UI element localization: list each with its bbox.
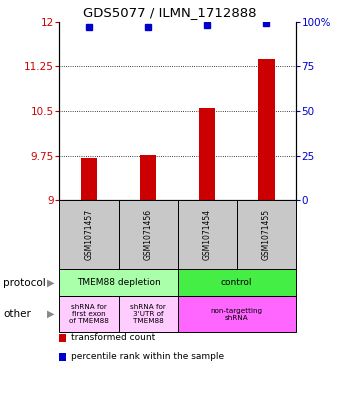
Text: shRNA for
3'UTR of
TMEM88: shRNA for 3'UTR of TMEM88 — [130, 304, 166, 324]
Text: other: other — [3, 309, 31, 319]
Text: GDS5077 / ILMN_1712888: GDS5077 / ILMN_1712888 — [83, 6, 257, 20]
Text: percentile rank within the sample: percentile rank within the sample — [71, 353, 224, 361]
Bar — [199, 108, 216, 200]
Text: ▶: ▶ — [47, 277, 55, 288]
Text: TMEM88 depletion: TMEM88 depletion — [77, 278, 160, 287]
Bar — [258, 59, 274, 200]
Text: GSM1071455: GSM1071455 — [262, 209, 271, 261]
Bar — [140, 154, 156, 200]
Bar — [81, 158, 97, 200]
Text: GSM1071457: GSM1071457 — [85, 209, 94, 261]
Text: ▶: ▶ — [47, 309, 55, 319]
Text: GSM1071454: GSM1071454 — [203, 209, 212, 261]
Text: transformed count: transformed count — [71, 334, 156, 342]
Text: shRNA for
first exon
of TMEM88: shRNA for first exon of TMEM88 — [69, 304, 109, 324]
Text: GSM1071456: GSM1071456 — [143, 209, 153, 261]
Text: control: control — [221, 278, 253, 287]
Text: protocol: protocol — [3, 277, 46, 288]
Text: non-targetting
shRNA: non-targetting shRNA — [211, 307, 263, 321]
